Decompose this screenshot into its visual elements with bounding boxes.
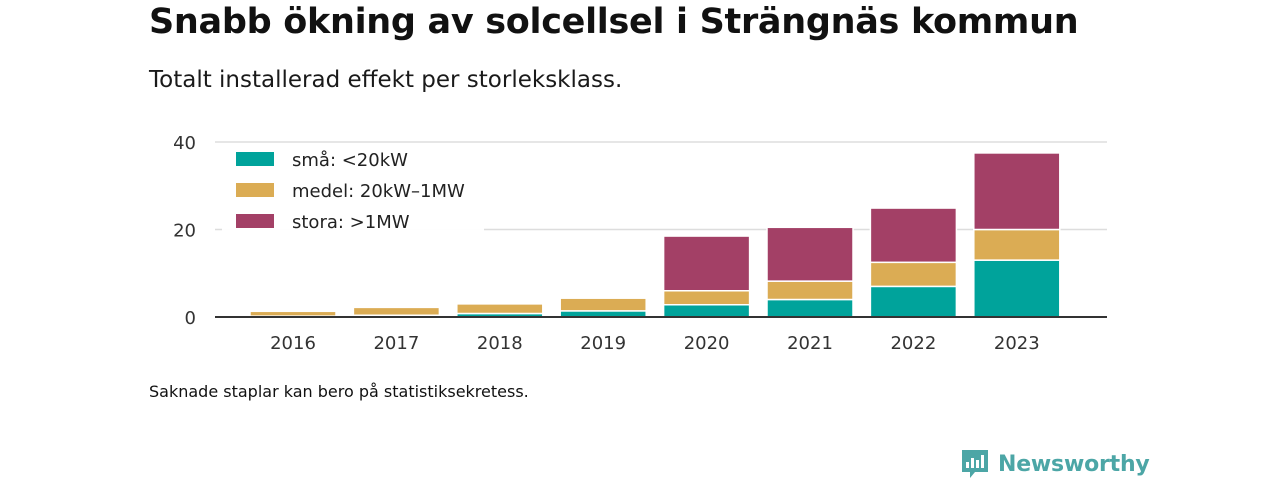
- y-tick-label: 0: [185, 308, 196, 329]
- y-tick-label: 40: [173, 133, 196, 154]
- bar-segment: [869, 207, 958, 264]
- bar-segment: [456, 303, 544, 315]
- footnote: Saknade staplar kan bero på statistiksek…: [149, 382, 529, 401]
- legend: små: <20kW medel: 20kW–1MW stora: >1MW: [222, 143, 484, 235]
- chart-title: Snabb ökning av solcellsel i Strängnäs k…: [149, 2, 1079, 42]
- bar-segment: [662, 290, 751, 306]
- legend-swatch: [236, 214, 274, 228]
- x-tick-label: 2018: [477, 333, 523, 354]
- y-tick-label: 20: [173, 221, 196, 242]
- x-tick-label: 2021: [787, 333, 833, 354]
- axes: 0 20 40 2016 2017 2018 2019 2020 2021 2022 2023: [173, 133, 1107, 354]
- x-tick-label: 2019: [580, 333, 626, 354]
- bar-segment: [973, 228, 1061, 261]
- bar-segment: [973, 259, 1061, 318]
- legend-label: medel: 20kW–1MW: [292, 181, 465, 202]
- legend-swatch: [236, 183, 274, 197]
- x-tick-label: 2020: [684, 333, 730, 354]
- bar-segment: [766, 280, 854, 301]
- chart-subtitle: Totalt installerad effekt per storlekskl…: [149, 67, 623, 93]
- legend-swatch: [236, 152, 274, 166]
- legend-label: stora: >1MW: [292, 212, 410, 233]
- bar-segment: [869, 285, 958, 318]
- brand-logo: Newsworthy: [960, 446, 1150, 482]
- x-tick-label: 2016: [270, 333, 316, 354]
- bar-segment: [766, 226, 854, 282]
- bar-segment: [869, 261, 958, 288]
- bar-segment: [662, 304, 751, 318]
- newsworthy-logo-icon: [962, 450, 988, 478]
- bar-segment: [766, 298, 854, 318]
- x-tick-label: 2022: [890, 333, 936, 354]
- bar-segment: [662, 235, 751, 292]
- bar-segment: [352, 306, 441, 316]
- x-tick-label: 2017: [373, 333, 419, 354]
- stacked-bar-chart: 0 20 40 2016 2017 2018 2019 2020 2021 2022 2023 sm…: [173, 133, 1107, 354]
- bars: [249, 152, 1061, 318]
- legend-label: små: <20kW: [292, 150, 408, 171]
- bar-segment: [249, 310, 337, 317]
- x-tick-label: 2023: [994, 333, 1040, 354]
- bar-segment: [973, 152, 1061, 231]
- bar-segment: [559, 297, 647, 312]
- brand-name: Newsworthy: [998, 451, 1150, 477]
